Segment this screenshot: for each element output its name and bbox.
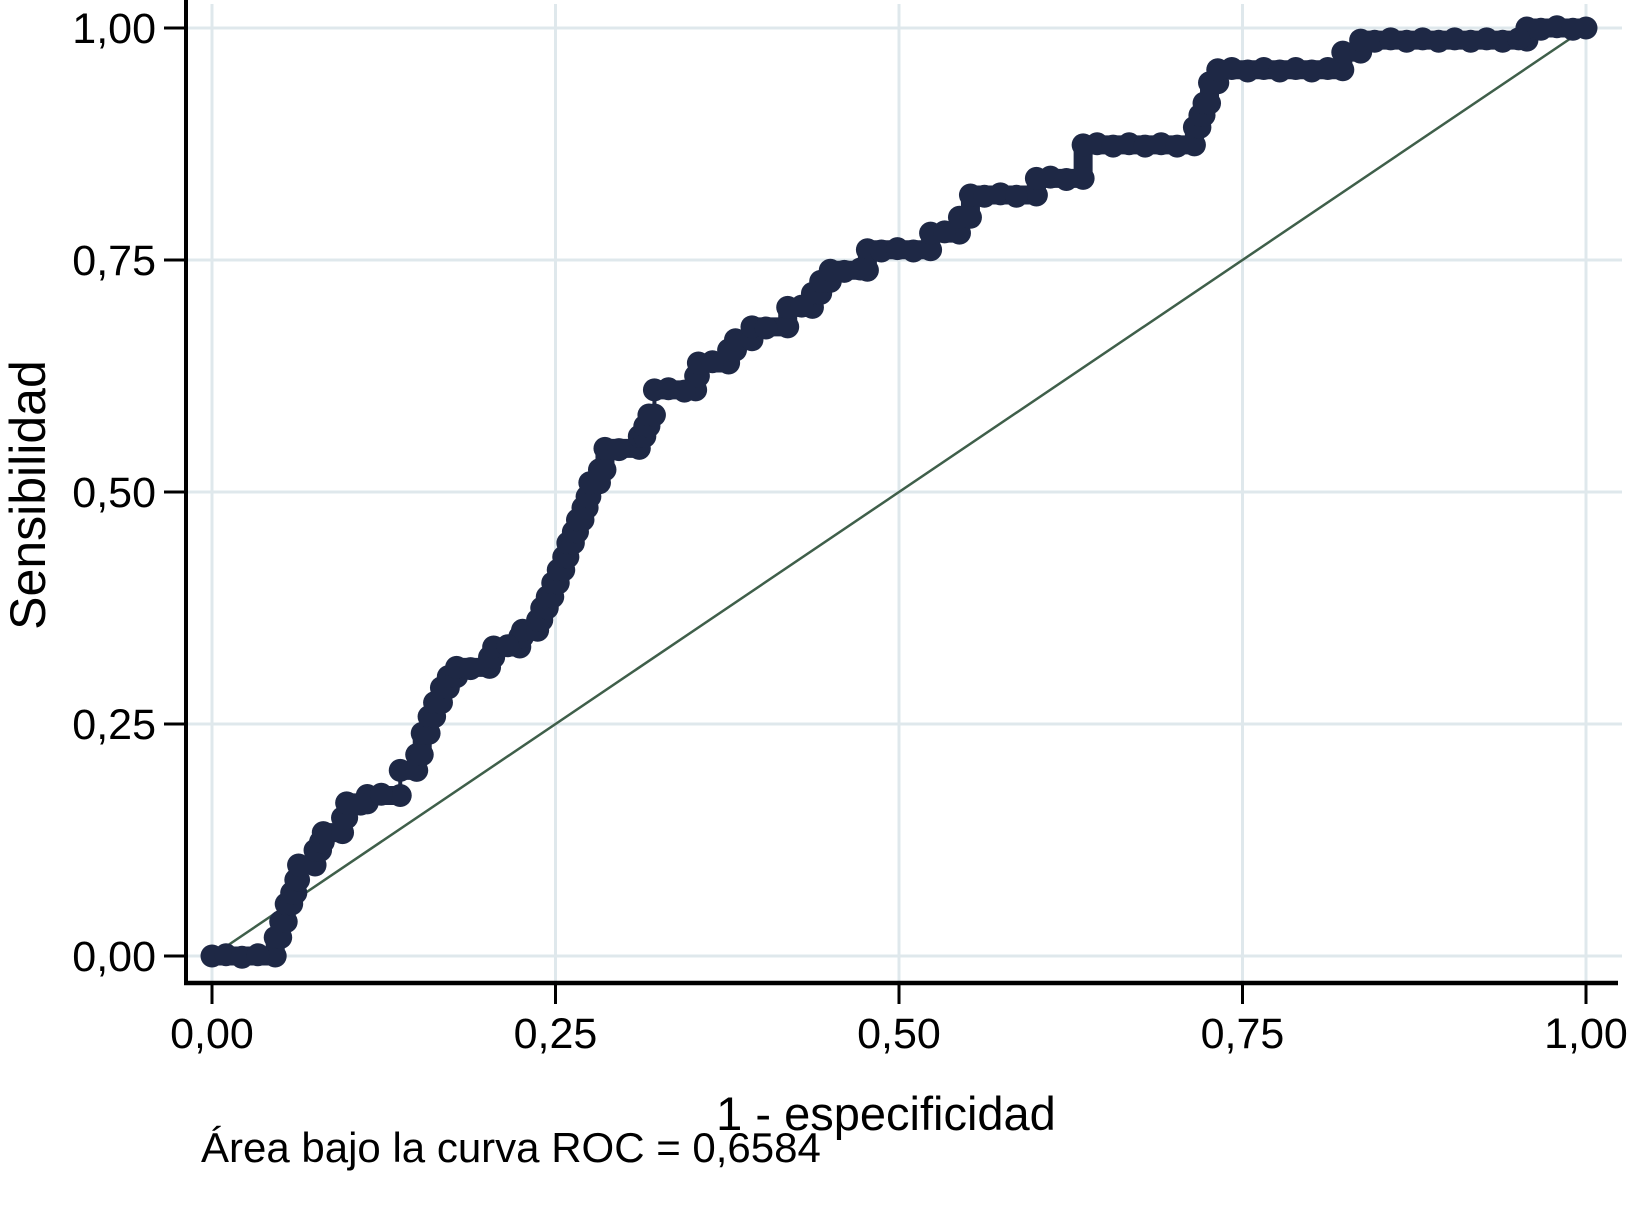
y-tick-label: 0,00 [72, 933, 156, 981]
y-axis-label: Sensibilidad [0, 360, 56, 630]
tick-marks [164, 26, 1588, 1004]
roc-marker [388, 758, 412, 782]
roc-marker [607, 438, 631, 462]
roc-marker [410, 743, 434, 767]
y-tick-label: 1,00 [72, 5, 156, 53]
roc-marker [933, 220, 957, 244]
y-tick-label: 0,75 [72, 237, 156, 285]
roc-marker [311, 821, 335, 845]
x-tick-label: 0,00 [170, 1010, 254, 1058]
roc-marker [848, 257, 872, 281]
x-tick-label: 0,75 [1201, 1010, 1285, 1058]
auc-annotation: Área bajo la curva ROC = 0,6584 [201, 1124, 821, 1171]
roc-marker [274, 910, 298, 934]
roc-marker [496, 634, 520, 658]
x-tick-label: 0,50 [857, 1010, 941, 1058]
roc-marker [754, 316, 778, 340]
roc-marker [349, 792, 373, 816]
roc-marker [901, 239, 925, 263]
roc-marker [723, 328, 747, 352]
roc-marker [369, 782, 393, 806]
roc-marker [1331, 40, 1355, 64]
roc-marker [1024, 183, 1048, 207]
x-axis-label: 1 - especificidad [716, 1087, 1056, 1140]
roc-marker [459, 657, 483, 681]
reference-diagonal [211, 26, 1587, 958]
roc-marker [1004, 184, 1028, 208]
roc-marker [287, 853, 311, 877]
roc-marker [246, 943, 270, 967]
roc-curve [200, 15, 1598, 969]
roc-marker [1561, 17, 1585, 41]
y-tick-label: 0,25 [72, 701, 156, 749]
roc-marker [958, 205, 982, 229]
roc-marker [1165, 134, 1189, 158]
roc-marker [1507, 27, 1531, 51]
roc-marker [776, 315, 800, 339]
roc-marker [263, 944, 287, 968]
roc-marker [1054, 168, 1078, 192]
gridlines [188, 4, 1622, 981]
roc-marker [1198, 91, 1222, 115]
roc-marker [919, 238, 943, 262]
y-tick-label: 0,50 [72, 469, 156, 517]
roc-marker [388, 783, 412, 807]
roc-marker [1316, 57, 1340, 81]
x-tick-label: 1,00 [1544, 1010, 1628, 1058]
roc-marker [672, 379, 696, 403]
roc-marker [700, 350, 724, 374]
roc-marker [642, 403, 666, 427]
roc-marker [790, 294, 814, 318]
x-tick-label: 0,25 [514, 1010, 598, 1058]
roc-marker [593, 458, 617, 482]
roc-marker [1071, 166, 1095, 190]
roc-marker [1182, 133, 1206, 157]
